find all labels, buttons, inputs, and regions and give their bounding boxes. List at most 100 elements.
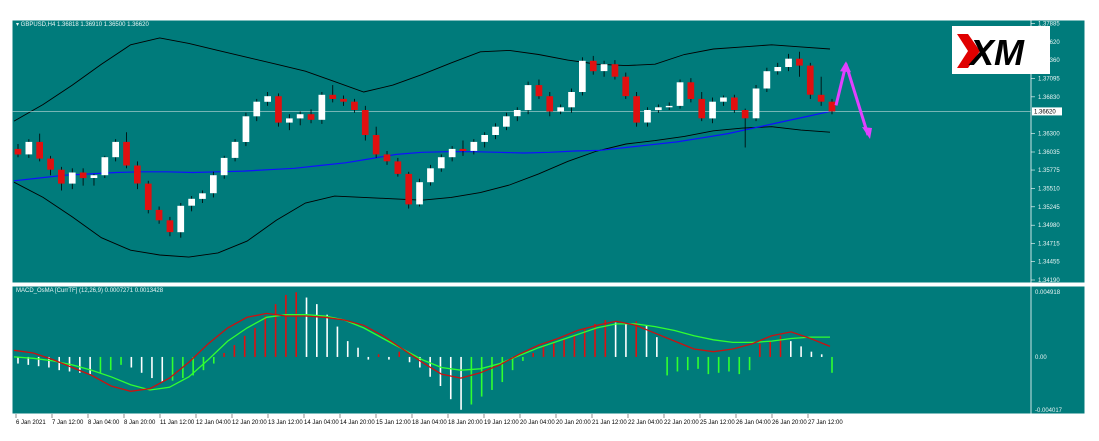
candle (68, 172, 76, 184)
arrow-up-head (840, 61, 851, 73)
candle (79, 172, 87, 179)
price-tick-label: 1.34980 (1038, 223, 1060, 229)
candle (210, 175, 217, 194)
candle (112, 141, 119, 158)
candle (600, 64, 608, 72)
candle (774, 67, 782, 72)
date-label: 13 Jan 12:00 (268, 420, 303, 426)
candle (698, 98, 706, 119)
date-label: 19 Jan 12:00 (484, 420, 519, 426)
macd-histogram (17, 292, 833, 410)
candle (144, 183, 152, 210)
xm-logo-text: XM (968, 32, 1025, 73)
candle (340, 98, 347, 102)
date-label: 12 Jan 20:00 (232, 420, 267, 426)
macd-axis: 0.004918 0.00 -0.004017 (1035, 290, 1063, 414)
candle (644, 110, 651, 123)
candle (405, 173, 413, 205)
macd-main-line (13, 312, 831, 392)
candle (36, 141, 43, 159)
macd-tick-label: -0.004017 (1035, 408, 1063, 414)
candle (101, 157, 109, 176)
candle (817, 94, 825, 102)
xm-logo-mark (957, 34, 980, 68)
macd-title: MACD_OsMA [CurrTF] (12,26,9) 0.0007271 0… (16, 288, 164, 294)
price-tick-label: 1.35775 (1038, 168, 1060, 174)
candle (307, 114, 315, 120)
forecast-arrow (834, 61, 872, 140)
candle (372, 135, 380, 155)
candle (220, 157, 228, 176)
price-tick-label: 1.36830 (1038, 95, 1060, 101)
candle (188, 198, 195, 206)
time-axis: 6 Jan 2021 7 Jan 12:00 8 Jan 04:00 8 Jan 20… (15, 414, 843, 426)
candle (275, 96, 282, 123)
candle (47, 158, 54, 170)
date-label: 8 Jan 20:00 (124, 420, 156, 426)
candle (481, 135, 488, 142)
candle (231, 141, 239, 158)
price-tick-label: 1.37885 (1038, 22, 1060, 28)
candle (622, 76, 630, 97)
candle (90, 175, 98, 178)
price-panel (11, 19, 1086, 284)
xm-logo: XM (952, 26, 1050, 74)
candle (785, 58, 792, 67)
current-price-label: 1.36620 (1034, 109, 1056, 115)
candle (665, 105, 673, 108)
candle (286, 118, 293, 123)
candle (383, 154, 391, 162)
candle (557, 107, 564, 112)
candle (796, 58, 803, 66)
candle (524, 85, 532, 111)
candle (394, 161, 402, 174)
candle (589, 60, 597, 72)
date-label: 7 Jan 12:00 (52, 420, 84, 426)
moving-average-line (13, 110, 831, 182)
candle (155, 209, 163, 221)
candle (579, 60, 586, 92)
date-label: 12 Jan 04:00 (196, 420, 231, 426)
candle (709, 101, 716, 119)
macd-tick-label: 0.00 (1035, 355, 1047, 361)
candle (177, 205, 185, 233)
candle (242, 116, 250, 142)
candle (318, 94, 326, 120)
candle (470, 141, 478, 151)
candle (546, 96, 554, 112)
candle (264, 96, 271, 102)
date-label: 14 Jan 04:00 (304, 420, 339, 426)
price-tick-label: 1.37095 (1038, 76, 1060, 82)
candle (134, 165, 141, 184)
candle (513, 110, 521, 117)
price-tick-label: 1.35510 (1038, 186, 1060, 192)
candle (731, 97, 738, 110)
candle (492, 126, 499, 135)
candle (752, 88, 760, 119)
date-label: 18 Jan 04:00 (412, 420, 447, 426)
price-tick-label: 1.36300 (1038, 132, 1060, 138)
macd-tick-label: 0.004918 (1035, 290, 1061, 296)
price-tick-label: 1.34190 (1038, 278, 1060, 284)
macd-signal-line (13, 314, 830, 391)
price-tick-label: 1.35245 (1038, 205, 1060, 211)
candle (806, 65, 814, 95)
candle (58, 169, 65, 184)
candle (687, 82, 695, 99)
date-label: 25 Jan 12:00 (700, 420, 735, 426)
upper-band (13, 37, 831, 122)
price-axis: 1.378851.376201.373601.370951.368301.363… (1031, 22, 1062, 284)
date-label: 11 Jan 12:00 (160, 420, 195, 426)
date-label: 6 Jan 2021 (16, 420, 46, 426)
date-label: 15 Jan 12:00 (376, 420, 411, 426)
candle (351, 101, 358, 110)
candle (25, 141, 33, 155)
candle (166, 220, 174, 233)
candle (720, 97, 727, 102)
candle (296, 114, 304, 119)
current-price-tag (1032, 107, 1062, 116)
candle (14, 148, 22, 155)
candle (611, 64, 619, 77)
candle (741, 110, 749, 119)
